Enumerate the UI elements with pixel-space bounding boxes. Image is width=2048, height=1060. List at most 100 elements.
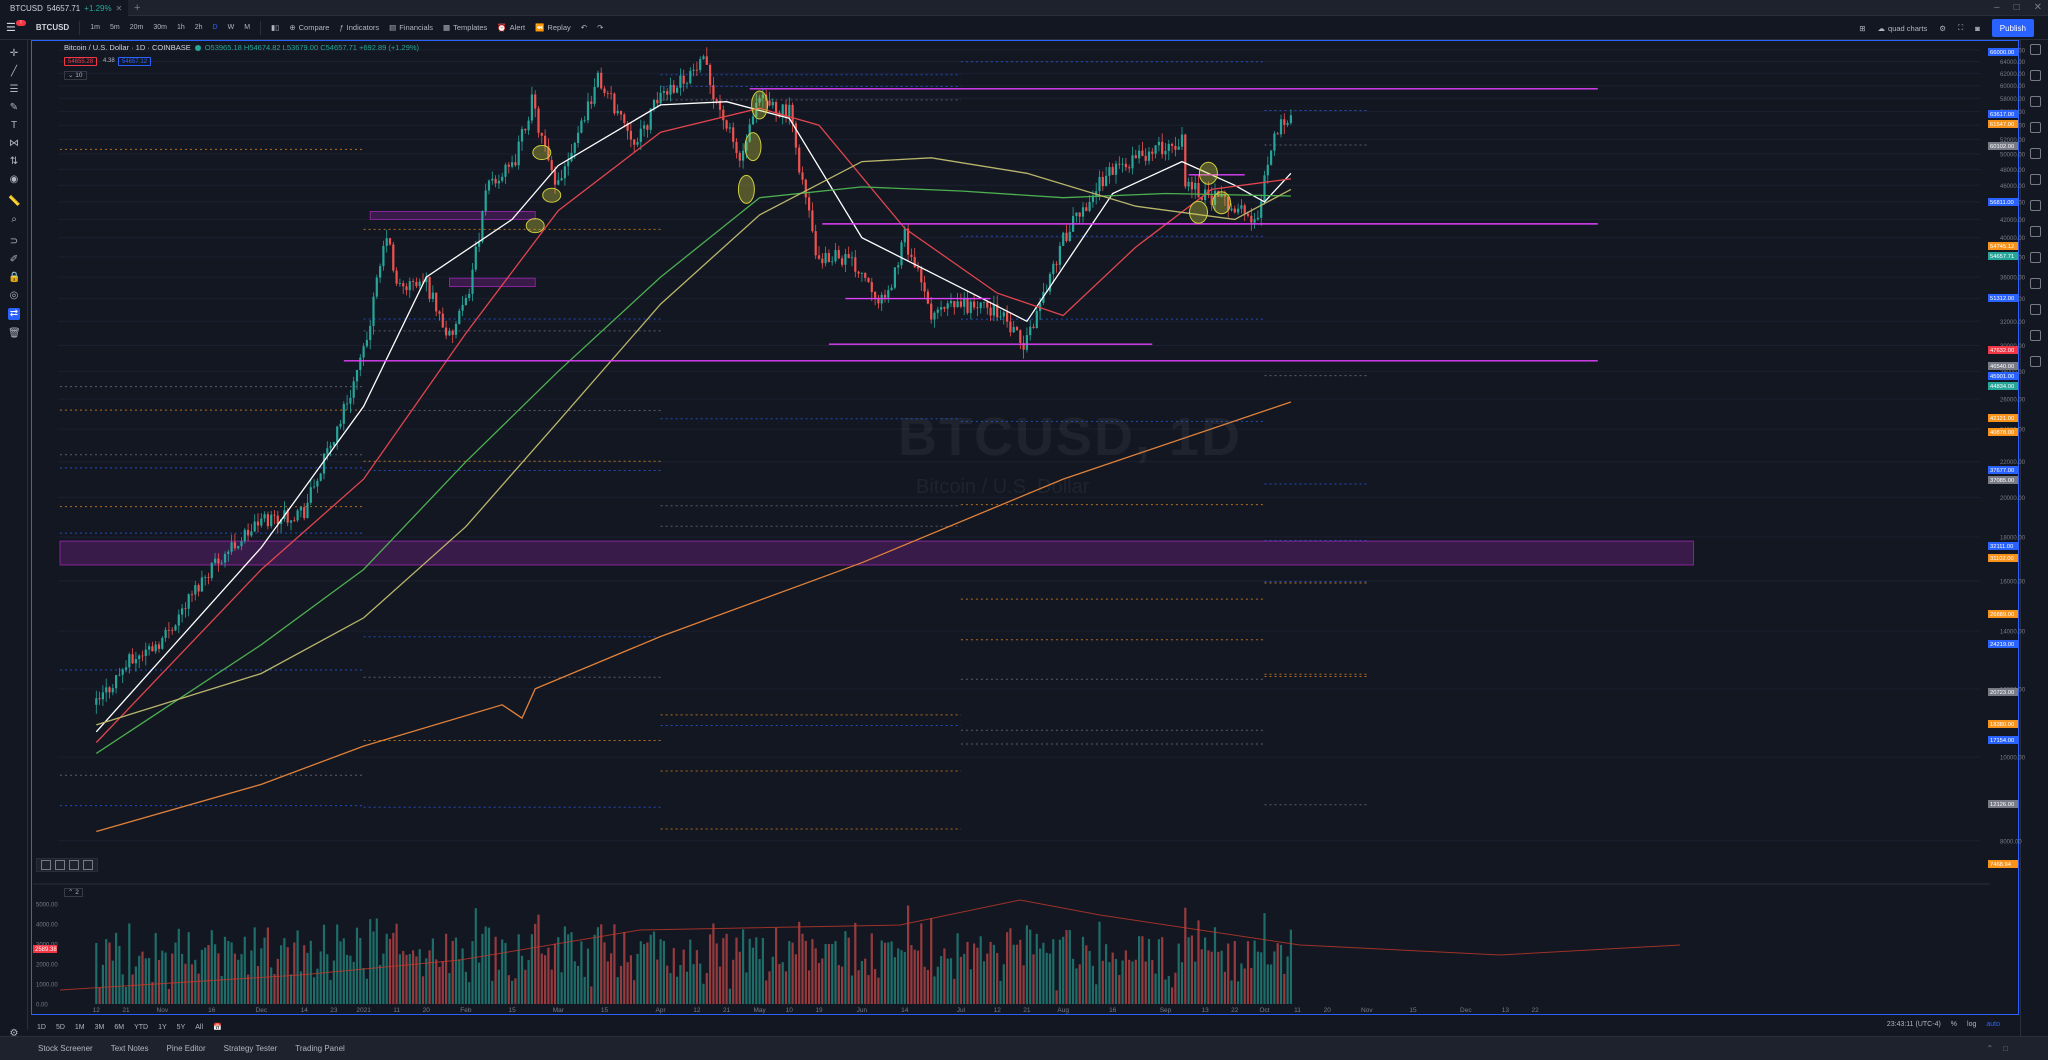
chart-tab[interactable]: BTCUSD 54657.71 +1.29% ✕	[0, 0, 128, 16]
sell-price[interactable]: 54655.28	[64, 57, 98, 66]
interval-1h[interactable]: 1h	[176, 24, 185, 31]
price-marker-bg	[1988, 720, 2018, 728]
templates-button[interactable]: ▦ Templates	[443, 23, 487, 32]
trash-icon[interactable]: 🗑	[8, 328, 21, 339]
indicators-collapse-toggle[interactable]: ⌄ 10	[64, 71, 87, 80]
interval-30m[interactable]: 30m	[153, 24, 167, 31]
symbol-search[interactable]: BTCUSD	[35, 23, 70, 32]
range-5y[interactable]: 5Y	[176, 1023, 186, 1031]
stay-drawing-icon[interactable]: ✐	[9, 254, 19, 265]
range-ytd[interactable]: YTD	[134, 1023, 149, 1031]
ruler-icon[interactable]: 📏	[8, 196, 21, 207]
data-window-icon[interactable]	[2030, 96, 2041, 107]
publish-button[interactable]: Publish	[1991, 19, 2034, 37]
camera-icon[interactable]: ◙	[1975, 23, 1980, 33]
template-icon[interactable]	[41, 860, 51, 870]
layout-icon[interactable]: ⊞	[1859, 23, 1866, 33]
candle-body	[969, 301, 972, 313]
candle-body	[679, 75, 682, 88]
candle-body	[725, 120, 728, 129]
pattern-icon[interactable]: ⋈	[9, 138, 19, 149]
fullscreen-icon[interactable]: ⛶	[1957, 23, 1964, 32]
hide-icon[interactable]: ◎	[9, 290, 19, 301]
line-style-icon[interactable]	[55, 860, 65, 870]
tab-stock-screener[interactable]: Stock Screener	[38, 1044, 93, 1053]
magnet-icon[interactable]: ⊃	[9, 236, 19, 247]
dom-icon[interactable]	[2030, 330, 2041, 341]
undo-button[interactable]: ↶	[580, 23, 588, 32]
candle-body	[893, 267, 896, 288]
interval-2h[interactable]: 2h	[194, 24, 203, 31]
log-toggle[interactable]: log	[1967, 1021, 1977, 1028]
close-window-icon[interactable]: ✕	[2033, 2, 2042, 13]
eye-icon[interactable]: ◉	[9, 174, 19, 185]
minimize-icon[interactable]: –	[1994, 2, 2000, 13]
interval-5m[interactable]: 5m	[109, 24, 120, 31]
replay-button[interactable]: ⏪ Replay	[535, 23, 571, 32]
lock-icon[interactable]: 🔒	[8, 272, 21, 283]
interval-20m[interactable]: 20m	[129, 24, 144, 31]
maximize-panel-icon[interactable]: □	[2003, 1044, 2008, 1053]
tab-strategy-tester[interactable]: Strategy Tester	[223, 1044, 278, 1053]
collapse-icon[interactable]: ⌃	[1986, 1044, 1994, 1053]
trend-line-icon[interactable]: ╱	[10, 66, 18, 77]
calendar-icon[interactable]	[2030, 148, 2041, 159]
notifications-icon[interactable]	[2030, 252, 2041, 263]
candle-body	[1286, 123, 1289, 125]
range-1d[interactable]: 1D	[37, 1023, 46, 1031]
auto-toggle[interactable]: auto	[1986, 1021, 2000, 1028]
go-to-date-icon[interactable]: 📅	[213, 1024, 222, 1031]
account-icon[interactable]: ⚙	[9, 1028, 19, 1039]
range-5d[interactable]: 5D	[55, 1023, 65, 1031]
hotlist-icon[interactable]	[2030, 122, 2041, 133]
signal-icon[interactable]	[2030, 278, 2041, 289]
alarm-clock-icon[interactable]	[2030, 70, 2041, 81]
tab-text-notes[interactable]: Text Notes	[110, 1044, 149, 1053]
redo-button[interactable]: ↷	[597, 23, 604, 32]
candle-body	[834, 250, 837, 262]
horizontal-lines-icon[interactable]: ☰	[9, 84, 19, 95]
tab-pine-editor[interactable]: Pine Editor	[166, 1044, 206, 1053]
menu-icon[interactable]: ☰	[6, 22, 16, 34]
chats-icon[interactable]	[2030, 226, 2041, 237]
order-panel-icon[interactable]	[2030, 304, 2041, 315]
interval-1mo[interactable]: M	[244, 24, 251, 31]
financials-button[interactable]: ▤ Financials	[389, 23, 433, 32]
interval-1w[interactable]: W	[227, 24, 235, 31]
watchlist-icon[interactable]	[2030, 44, 2041, 55]
range-all[interactable]: All	[195, 1023, 204, 1031]
new-tab-icon[interactable]: +	[134, 2, 141, 14]
more-icon[interactable]	[83, 860, 93, 870]
prediction-icon[interactable]: ⇅	[9, 156, 19, 167]
percent-toggle[interactable]: %	[1950, 1021, 1958, 1028]
volume-collapse-toggle[interactable]: ⌃ 2	[64, 888, 83, 897]
compare-button[interactable]: ⊕ Compare	[289, 23, 329, 32]
help-icon[interactable]	[2030, 356, 2041, 367]
zoom-icon[interactable]: ⌕	[11, 214, 17, 225]
clock[interactable]: 23:43:11 (UTC-4)	[1886, 1021, 1941, 1028]
chart-type-button[interactable]: ▮▯	[271, 23, 279, 32]
indicators-button[interactable]: ƒ Indicators	[339, 23, 379, 32]
alert-button[interactable]: ⏰ Alert	[497, 23, 525, 32]
interval-1d[interactable]: D	[212, 24, 218, 31]
tab-trading-panel[interactable]: Trading Panel	[295, 1044, 345, 1053]
layout-select[interactable]: ☁ quad charts	[1878, 24, 1928, 33]
close-tab-icon[interactable]: ✕	[115, 3, 123, 13]
candle-body	[1015, 326, 1019, 331]
interval-1m[interactable]: 1m	[90, 24, 100, 31]
ideas-icon[interactable]	[2030, 174, 2041, 185]
maximize-icon[interactable]: □	[2013, 2, 2020, 13]
text-icon[interactable]: T	[10, 120, 18, 131]
range-1y[interactable]: 1Y	[158, 1023, 167, 1031]
crosshair-icon[interactable]: ✛	[9, 48, 19, 59]
visibility-icon[interactable]	[69, 860, 79, 870]
range-1m[interactable]: 1M	[74, 1023, 85, 1031]
range-6m[interactable]: 6M	[114, 1023, 125, 1031]
buy-price[interactable]: 54657.12	[118, 57, 152, 66]
brush-icon[interactable]: ✎	[9, 102, 19, 113]
streams-icon[interactable]	[2030, 200, 2041, 211]
range-3m[interactable]: 3M	[94, 1023, 105, 1031]
settings-gear-icon[interactable]: ⚙	[1939, 23, 1946, 33]
sync-drawings-icon[interactable]: ⇄	[8, 308, 20, 320]
